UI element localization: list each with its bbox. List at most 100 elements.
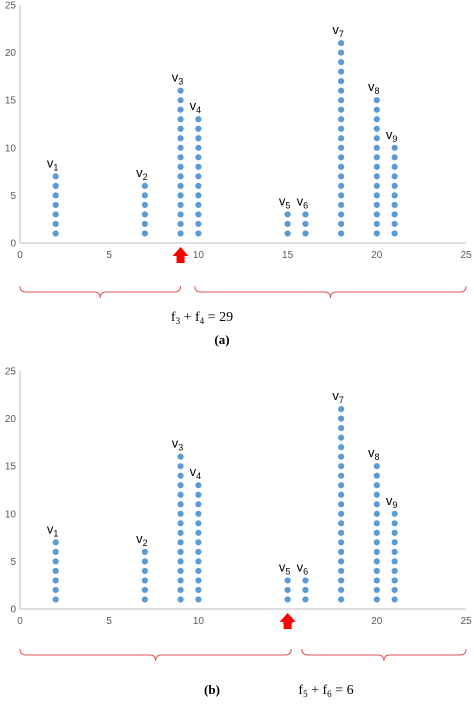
data-point: [177, 567, 184, 575]
data-point: [391, 577, 398, 584]
data-point: [338, 444, 345, 451]
data-point: [391, 201, 398, 209]
data-point: [195, 230, 202, 237]
data-point: [338, 59, 345, 66]
data-point: [177, 173, 184, 180]
data-point: [195, 482, 202, 489]
data-point: [284, 596, 291, 603]
data-point: [338, 520, 345, 527]
data-point: [391, 230, 398, 237]
data-point: [141, 182, 148, 189]
data-point: [373, 144, 380, 151]
x-tick-label: 20: [371, 616, 383, 627]
data-point: [141, 586, 148, 594]
series-label-subscript: 2: [143, 538, 148, 548]
brace: [301, 648, 467, 662]
data-point: [373, 173, 380, 180]
data-point: [373, 116, 380, 123]
annotation-f: f: [195, 310, 200, 325]
data-point: [338, 125, 345, 132]
data-point: [52, 182, 59, 189]
series-label-subscript: 6: [303, 566, 308, 576]
data-point: [391, 539, 398, 546]
data-point: [373, 548, 380, 555]
data-point: [373, 491, 380, 498]
data-point: [338, 529, 345, 536]
y-tick-label: 10: [5, 143, 17, 154]
data-point: [195, 116, 202, 123]
sum-annotation: f5 + f6 = 6: [298, 683, 353, 699]
data-point: [52, 567, 59, 575]
x-tick-label: 0: [17, 616, 23, 627]
data-point: [177, 548, 184, 555]
data-point: [373, 596, 380, 603]
data-point: [52, 558, 59, 565]
data-point: [195, 596, 202, 603]
y-tick-label: 25: [5, 1, 17, 12]
data-point: [338, 78, 345, 85]
data-point: [338, 596, 345, 603]
data-point: [177, 453, 184, 460]
data-point: [373, 567, 380, 575]
data-point: [177, 163, 184, 170]
data-point: [195, 586, 202, 594]
data-point: [373, 182, 380, 189]
sum-annotation: f3 + f4 = 29: [171, 310, 233, 326]
data-point: [338, 463, 345, 470]
series-label-subscript: 3: [178, 77, 183, 87]
data-point: [177, 577, 184, 584]
series-label-v5: v5: [279, 559, 291, 576]
series-label-subscript: 7: [339, 29, 344, 39]
data-point: [52, 586, 59, 594]
data-point: [373, 520, 380, 527]
data-point: [195, 211, 202, 218]
data-point: [177, 501, 184, 508]
data-point: [338, 415, 345, 422]
data-point: [391, 567, 398, 575]
data-point: [373, 586, 380, 594]
data-point: [338, 106, 345, 113]
series-label-letter: v: [172, 70, 179, 85]
series-label-letter: v: [386, 127, 393, 142]
data-point: [195, 220, 202, 228]
data-point: [338, 220, 345, 228]
data-point: [284, 230, 291, 237]
data-point: [195, 501, 202, 508]
data-point: [177, 106, 184, 113]
series-label-v2: v2: [136, 531, 148, 548]
y-tick-label: 0: [10, 239, 16, 250]
annotation-plus: +: [180, 310, 195, 325]
data-point: [284, 211, 291, 218]
data-point: [391, 529, 398, 536]
series-label-subscript: 1: [53, 528, 58, 538]
data-point: [302, 577, 309, 584]
series-label-subscript: 2: [143, 172, 148, 182]
series-label-letter: v: [332, 22, 339, 37]
data-point: [195, 144, 202, 151]
data-point: [52, 230, 59, 237]
series-label-letter: v: [47, 155, 54, 170]
data-point: [195, 567, 202, 575]
panel-caption: (b): [204, 682, 220, 697]
data-point: [177, 220, 184, 228]
data-point: [52, 201, 59, 209]
y-tick-label: 10: [5, 509, 17, 520]
data-point: [373, 539, 380, 546]
data-point: [52, 220, 59, 228]
data-point: [391, 510, 398, 517]
data-point: [373, 211, 380, 218]
x-tick-label: 20: [371, 250, 383, 261]
data-point: [373, 472, 380, 479]
data-point: [391, 220, 398, 228]
data-point: [373, 125, 380, 132]
data-point: [195, 548, 202, 555]
series-label-v7: v7: [332, 22, 344, 39]
series-label-letter: v: [190, 98, 197, 113]
data-point: [338, 558, 345, 565]
series-label-v1: v1: [47, 155, 59, 172]
data-point: [338, 510, 345, 517]
data-point: [338, 116, 345, 123]
data-point: [177, 463, 184, 470]
data-point: [373, 230, 380, 237]
